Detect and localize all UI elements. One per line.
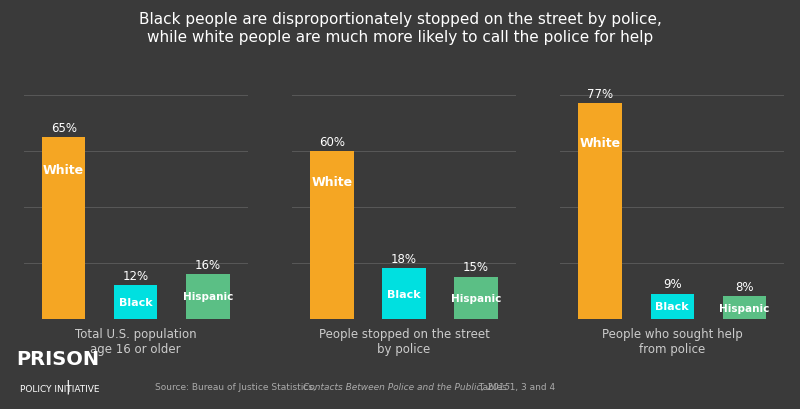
Text: White: White [579, 136, 621, 149]
Text: Black: Black [387, 289, 421, 299]
Text: 77%: 77% [587, 88, 613, 101]
X-axis label: Total U.S. population
age 16 or older: Total U.S. population age 16 or older [75, 327, 197, 355]
Text: 18%: 18% [391, 252, 417, 265]
Text: White: White [311, 175, 353, 188]
Text: PRISON: PRISON [16, 349, 99, 368]
Bar [650, 294, 694, 319]
Text: 9%: 9% [663, 278, 682, 290]
Text: Source: Bureau of Justice Statistics,: Source: Bureau of Justice Statistics, [155, 382, 318, 391]
Text: 8%: 8% [735, 281, 754, 293]
Bar [186, 274, 230, 319]
Text: 12%: 12% [122, 269, 149, 282]
Text: Hispanic: Hispanic [451, 293, 502, 303]
Text: Black: Black [655, 301, 689, 311]
Text: White: White [43, 164, 84, 177]
Text: Hispanic: Hispanic [182, 292, 233, 302]
Bar [114, 285, 158, 319]
Text: Tables 1, 3 and 4: Tables 1, 3 and 4 [473, 382, 555, 391]
Text: 65%: 65% [50, 121, 77, 134]
Text: Black: Black [119, 297, 153, 307]
Text: |: | [66, 378, 70, 393]
Bar [310, 152, 354, 319]
Text: Contacts Between Police and the Public, 2015: Contacts Between Police and the Public, … [303, 382, 510, 391]
Text: POLICY INITIATIVE: POLICY INITIATIVE [20, 384, 99, 393]
X-axis label: People stopped on the street
by police: People stopped on the street by police [318, 327, 490, 355]
Bar [382, 269, 426, 319]
Text: Hispanic: Hispanic [719, 303, 770, 313]
Text: 60%: 60% [319, 135, 345, 148]
Text: Black people are disproportionately stopped on the street by police,
while white: Black people are disproportionately stop… [138, 12, 662, 45]
Bar [42, 137, 86, 319]
X-axis label: People who sought help
from police: People who sought help from police [602, 327, 742, 355]
Bar [454, 277, 498, 319]
Text: 15%: 15% [463, 261, 489, 274]
Bar [722, 297, 766, 319]
Text: 16%: 16% [195, 258, 221, 271]
Bar [578, 104, 622, 319]
